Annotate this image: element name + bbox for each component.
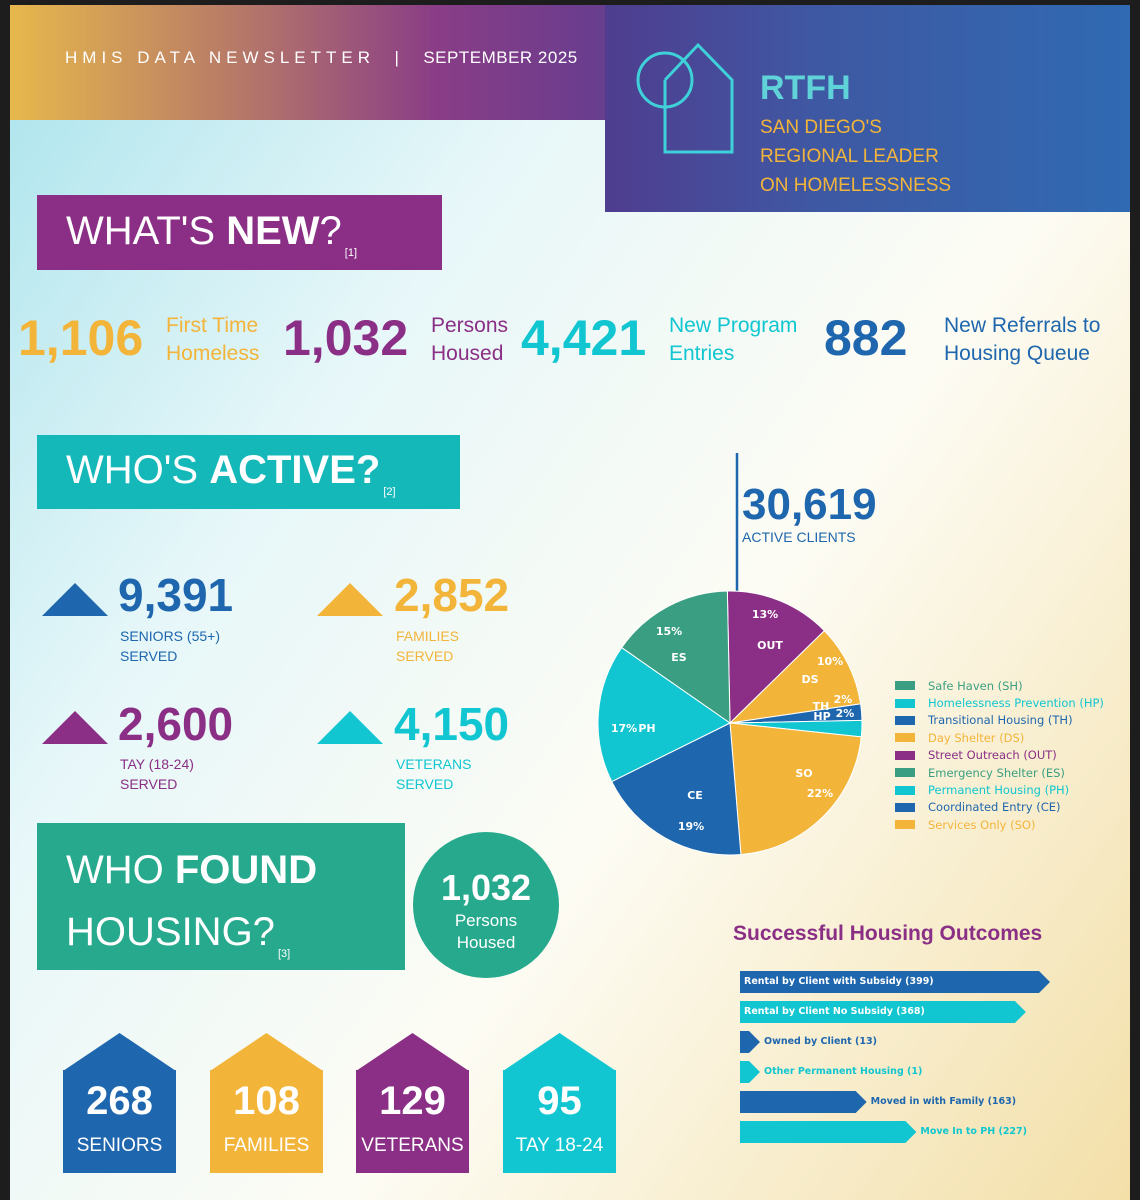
pie-pct-label-th: 2%: [834, 693, 853, 706]
outcome-bar-label: Moved in with Family (163): [870, 1096, 1017, 1107]
legend-item: Services Only (SO): [895, 816, 1104, 833]
legend-label: Homelessness Prevention (HP): [928, 696, 1104, 711]
newsletter-page: HMIS DATA NEWSLETTER | SEPTEMBER 2025 RT…: [10, 5, 1130, 1200]
pie-code-label-ds: DS: [801, 673, 818, 686]
legend-label: Safe Haven (SH): [928, 678, 1023, 693]
outcome-bar-shape: [740, 1001, 1026, 1023]
legend-label: Emergency Shelter (ES): [928, 765, 1065, 780]
pie-pct-label-ds: 10%: [817, 655, 843, 668]
pie-pct-label-hp: 2%: [836, 707, 855, 720]
who-found-housing-heading: WHO FOUND HOUSING? [3]: [37, 823, 405, 970]
house-veterans: 129 VETERANS: [356, 1033, 469, 1173]
active-clients-pie-chart: 13% OUT 10% DS 2% TH 2% HP 22% SO 19% CE 17% PH 15% ES: [597, 453, 863, 856]
legend-swatch: [895, 802, 915, 812]
active-clients-label: ACTIVE CLIENTS: [742, 529, 856, 545]
newsletter-date: SEPTEMBER 2025: [423, 48, 578, 67]
legend-item: Coordinated Entry (CE): [895, 799, 1104, 816]
pie-pct-label-es: 15%: [656, 625, 682, 638]
up-triangle-icon: [42, 711, 108, 744]
outcome-bar-shape: [740, 971, 1050, 993]
legend-label: Services Only (SO): [928, 817, 1036, 832]
pie-code-label-hp: HP: [813, 710, 830, 723]
legend-item: Safe Haven (SH): [895, 677, 1104, 694]
legend-item: Emergency Shelter (ES): [895, 764, 1104, 781]
legend-swatch: [895, 715, 915, 725]
org-name: RTFH: [760, 69, 851, 107]
pie-slice-ph: [597, 646, 731, 783]
legend-item: Permanent Housing (PH): [895, 781, 1104, 798]
pie-pct-label-out: 13%: [752, 608, 778, 621]
legend-label: Street Outreach (OUT): [928, 748, 1057, 763]
pie-code-label-ce: CE: [687, 789, 703, 802]
legend-label: Day Shelter (DS): [928, 730, 1025, 745]
up-triangle-icon: [317, 583, 383, 616]
legend-swatch: [895, 820, 915, 830]
whats-new-heading: WHAT'S NEW? [1]: [37, 195, 442, 270]
legend-label: Transitional Housing (TH): [928, 713, 1073, 728]
up-triangle-icon: [317, 711, 383, 744]
pie-legend: Safe Haven (SH) Homelessness Prevention (…: [895, 677, 1104, 834]
pie-pct-label-ce: 19%: [678, 820, 704, 833]
legend-swatch: [895, 681, 915, 691]
outcome-bar-label: Move In to PH (227): [920, 1126, 1027, 1137]
legend-item: Day Shelter (DS): [895, 729, 1104, 746]
active-clients-total: 30,619: [742, 480, 877, 529]
pie-pct-label-ph: 17%: [611, 722, 637, 735]
outcome-bar-label: Rental by Client No Subsidy (368): [744, 1006, 925, 1017]
outcome-bar-shape: [740, 1091, 867, 1113]
outcome-bar-label: Other Permanent Housing (1): [764, 1066, 923, 1077]
legend-label: Permanent Housing (PH): [928, 783, 1070, 798]
pie-slice-out: [726, 590, 826, 725]
outcomes-chart-title: Successful Housing Outcomes: [733, 922, 1043, 945]
up-triangle-icon: [42, 583, 108, 616]
house-seniors: 268 SENIORS: [63, 1033, 176, 1173]
outcome-bar-label: Rental by Client with Subsidy (399): [744, 976, 934, 987]
org-tagline: SAN DIEGO'S REGIONAL LEADER ON HOMELESSN…: [760, 117, 952, 196]
legend-item: Transitional Housing (TH): [895, 712, 1104, 729]
outcome-bar-shape: [740, 1121, 916, 1143]
pie-code-label-out: OUT: [757, 639, 783, 652]
pie-slice-es: [620, 590, 731, 724]
rtfh-brand-box: [605, 5, 1130, 212]
legend-swatch: [895, 733, 915, 743]
pie-code-label-th: TH: [813, 700, 830, 713]
whos-active-heading: WHO'S ACTIVE? [2]: [37, 435, 460, 509]
pie-slice-ds: [728, 630, 862, 724]
pie-code-label-es: ES: [671, 651, 687, 664]
legend-item: Homelessness Prevention (HP): [895, 694, 1104, 711]
pie-pct-label-so: 22%: [807, 787, 833, 800]
outcome-bar-shape: [740, 1031, 760, 1053]
pie-code-label-ph: PH: [638, 722, 655, 735]
newsletter-kicker: HMIS DATA NEWSLETTER | SEPTEMBER 2025: [65, 48, 578, 67]
outcome-bar-shape: [740, 1061, 760, 1083]
legend-swatch: [895, 768, 915, 778]
legend-label: Coordinated Entry (CE): [928, 800, 1061, 815]
outcome-bar-label: Owned by Client (13): [764, 1036, 877, 1047]
rtfh-house-logo-icon: [636, 42, 734, 154]
house-families: 108 FAMILIES: [210, 1033, 323, 1173]
persons-housed-circle: 1,032 Persons Housed: [413, 832, 559, 978]
legend-swatch: [895, 698, 915, 708]
pie-slice-so: [729, 722, 862, 856]
pie-slice-ce: [611, 722, 742, 856]
legend-item: Street Outreach (OUT): [895, 747, 1104, 764]
house-tay: 95 TAY 18-24: [503, 1033, 616, 1173]
pie-code-label-so: SO: [795, 767, 812, 780]
legend-swatch: [895, 750, 915, 760]
legend-swatch: [895, 785, 915, 795]
